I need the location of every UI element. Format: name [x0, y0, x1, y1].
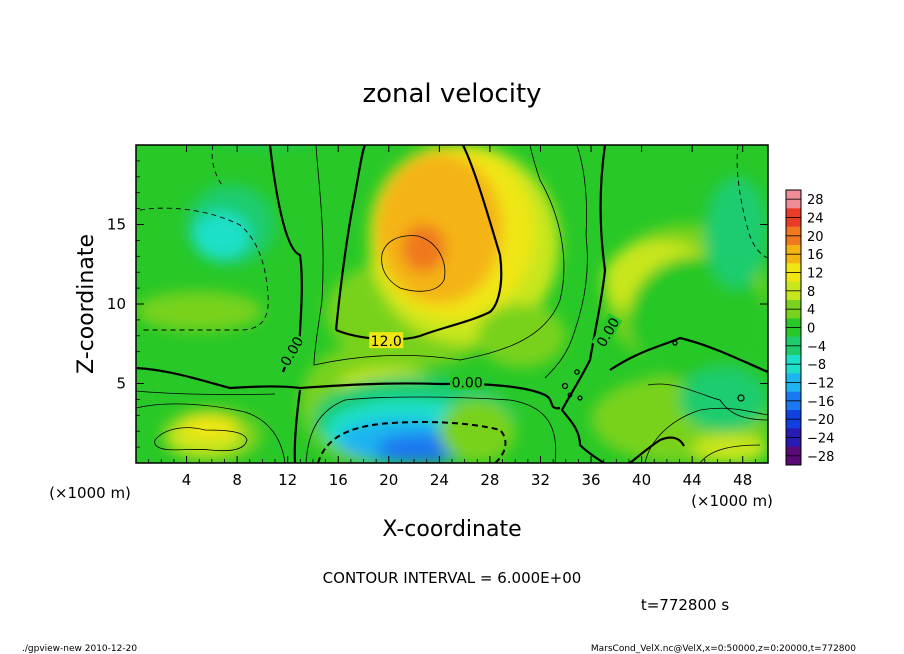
colorbar-label: −4 [807, 340, 826, 355]
y-axis-label: Z-coordinate [74, 234, 99, 374]
contour-closed-loop [672, 340, 678, 346]
y-tick-label: 5 [116, 375, 126, 393]
colorbar-label: −24 [807, 432, 834, 447]
contour-closed-loop [574, 369, 580, 375]
colorbar-label: 4 [807, 303, 815, 318]
contour-minus-six-se [644, 407, 768, 463]
x-tick-label: 20 [379, 471, 398, 489]
colorbar-label: −28 [807, 450, 834, 465]
x-tick-label: 24 [430, 471, 449, 489]
contour-closed-loop [561, 382, 569, 390]
colorbar: 28 24 20 16 12 8 4 0 −4 −8 −12 −16 −20 −24 −28 [785, 189, 834, 466]
contour-zero-right [609, 336, 768, 374]
x-tick-label: 8 [232, 471, 242, 489]
x-tick-label: 44 [683, 471, 702, 489]
contour-label: 0.00 [452, 376, 483, 392]
contour-label-bg [450, 373, 485, 390]
y-axis-ticks: 5 10 15 [107, 160, 768, 448]
contour-twelve-sw [154, 427, 248, 452]
x-tick-label: 16 [329, 471, 348, 489]
contour-eighteen [381, 235, 446, 292]
heat-blob [704, 176, 768, 289]
heat-blob [401, 224, 446, 273]
contour-minus-twelve [317, 421, 507, 463]
heat-blob [591, 0, 856, 50]
footer-right: MarsCond_VelX.nc@VelX,x=0:50000,z=0:2000… [591, 644, 856, 654]
x-axis-label: X-coordinate [382, 517, 521, 542]
x-tick-label: 48 [733, 471, 752, 489]
contour-minus-six [305, 396, 557, 463]
contour-label-bg [275, 331, 307, 370]
colorbar-label: −16 [807, 395, 834, 410]
colorbar-label: 0 [807, 322, 815, 337]
x-tick-label: 28 [480, 471, 499, 489]
contour-six-right [544, 145, 588, 379]
colorbar-label: −8 [807, 358, 826, 373]
colorbar-label: 24 [807, 212, 824, 227]
colorbar-label: 8 [807, 285, 815, 300]
heat-blob [692, 434, 768, 463]
colorbar-label: 16 [807, 248, 824, 263]
heat-blob [477, 304, 566, 368]
heat-blob [180, 415, 238, 440]
contour-closed-loop [737, 394, 745, 402]
contour-interval-note: CONTOUR INTERVAL = 6.000E+00 [323, 569, 582, 587]
y-tick-label: 10 [107, 295, 126, 313]
heat-blob [192, 211, 250, 260]
contour-minus-six-se3 [647, 383, 768, 421]
y-tick-label: 15 [107, 216, 126, 234]
heat-blob [439, 399, 516, 463]
time-label: t=772800 s [641, 596, 729, 614]
contour-dash-top [211, 145, 223, 186]
chart-title: zonal velocity [362, 79, 541, 109]
contour-zero-bottom [293, 389, 302, 463]
contour-labels: 12.00.000.000.00 [275, 312, 623, 392]
colorbar-label: −20 [807, 413, 834, 428]
x-tick-label: 32 [531, 471, 550, 489]
x-tick-label: 12 [278, 471, 297, 489]
contour-six-sw [136, 403, 286, 463]
colorbar-label: 12 [807, 267, 824, 282]
x-unit-label-right: (×1000 m) [691, 492, 773, 510]
contour-zero-lower [136, 366, 561, 410]
contour-closed-loop [577, 395, 583, 401]
colorbar-label: 20 [807, 230, 824, 245]
x-tick-label: 4 [182, 471, 192, 489]
heat-blob [628, 256, 768, 384]
colorbar-label: −12 [807, 377, 834, 392]
contour-minus-six-se2 [699, 444, 761, 463]
contour-closed-loop [567, 392, 573, 398]
x-tick-label: 36 [581, 471, 600, 489]
x-unit-label-left: (×1000 m) [49, 484, 131, 502]
contour-dash-ne [736, 145, 768, 259]
x-tick-label: 40 [632, 471, 651, 489]
x-axis-ticks: 4 8 12 16 20 24 28 32 36 40 44 48 [148, 145, 756, 489]
contour-zero-east [560, 145, 607, 463]
contour-six [313, 145, 565, 366]
contour-label-bg [591, 312, 623, 351]
heat-blob [679, 367, 768, 432]
contour-minus-six-nw [139, 207, 269, 331]
footer-left: ./gpview-new 2010-12-20 [22, 644, 137, 654]
colorbar-label: 28 [807, 193, 824, 208]
contour-label: 12.0 [371, 334, 402, 350]
contour-label-bg [369, 332, 404, 349]
contour-six-mid [136, 390, 276, 395]
heat-blob [136, 291, 263, 332]
contour-zero-se [629, 436, 685, 463]
